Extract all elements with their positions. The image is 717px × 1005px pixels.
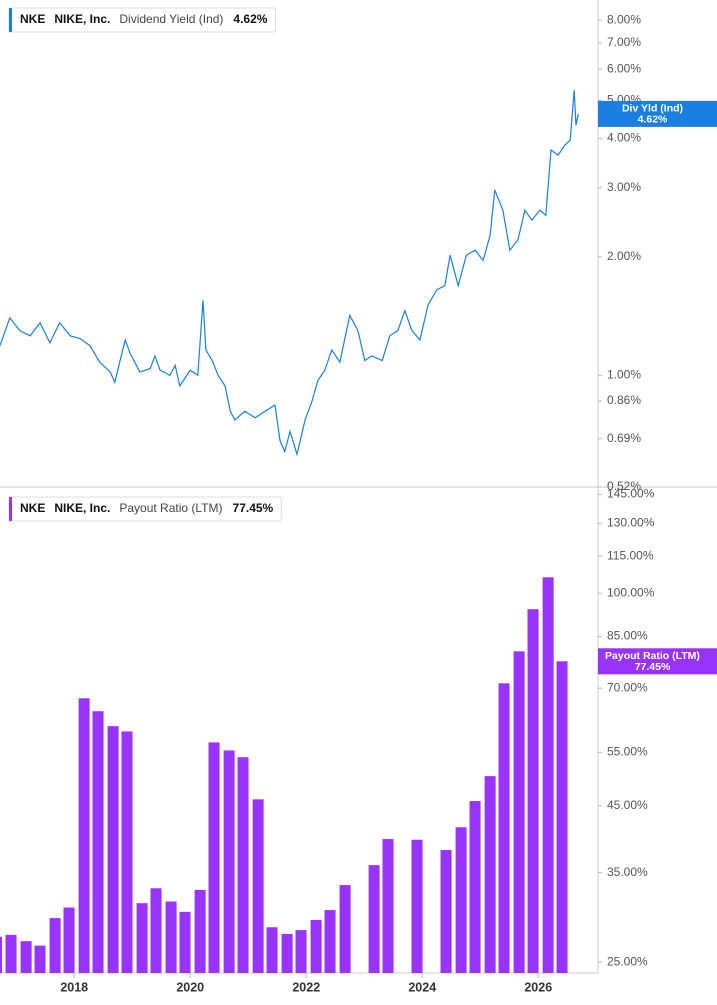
bar <box>5 934 17 973</box>
x-tick-label: 2024 <box>408 980 436 994</box>
legend-text: NIKE, Inc. <box>54 501 110 515</box>
y-tick-label: 0.52% <box>607 479 641 493</box>
legend-text: 77.45% <box>233 501 274 515</box>
bar <box>513 651 525 973</box>
y-tick-label: 3.00% <box>607 180 641 194</box>
bar <box>208 742 220 973</box>
x-tick-label: 2026 <box>524 980 552 994</box>
legend-text: Dividend Yield (Ind) <box>119 12 223 26</box>
value-badge <box>598 648 717 675</box>
badge-label: Div Yld (Ind) <box>622 103 683 115</box>
bar <box>78 698 90 973</box>
badge-label: Payout Ratio (LTM) <box>605 650 700 662</box>
x-tick-label: 2020 <box>176 980 204 994</box>
bar <box>34 945 46 973</box>
bar <box>411 839 423 973</box>
plot-area <box>0 577 568 973</box>
bar <box>20 941 32 973</box>
bar <box>237 757 249 973</box>
bar <box>49 918 61 973</box>
legend-text: NKE <box>20 12 45 26</box>
y-tick-label: 4.00% <box>607 131 641 145</box>
badge-value: 4.62% <box>638 114 668 126</box>
bar <box>223 750 235 973</box>
y-tick-label: 130.00% <box>607 516 655 530</box>
y-tick-label: 0.69% <box>607 431 641 445</box>
bar <box>107 726 119 973</box>
y-tick-label: 45.00% <box>607 798 648 812</box>
bar <box>0 936 3 973</box>
bar <box>179 911 191 973</box>
y-tick-label: 85.00% <box>607 629 648 643</box>
legend-text: NKE <box>20 501 45 515</box>
bar <box>556 661 568 973</box>
bar <box>469 801 481 973</box>
legend-swatch <box>9 497 12 521</box>
y-tick-label: 35.00% <box>607 865 648 879</box>
bar <box>382 839 394 973</box>
bar <box>368 865 380 973</box>
y-tick-label: 115.00% <box>607 548 654 562</box>
y-tick-label: 100.00% <box>607 585 655 599</box>
y-tick-label: 55.00% <box>607 745 648 759</box>
bar <box>266 927 278 973</box>
bar <box>92 711 104 973</box>
y-tick-label: 8.00% <box>607 12 641 26</box>
y-tick-label: 145.00% <box>607 487 655 501</box>
y-tick-label: 6.00% <box>607 61 641 75</box>
bar <box>455 827 467 973</box>
bar <box>527 609 539 973</box>
bar <box>310 919 322 973</box>
bar <box>194 889 206 973</box>
y-tick-label: 1.00% <box>607 367 641 381</box>
bar <box>440 850 452 973</box>
y-tick-label: 0.86% <box>607 393 641 407</box>
legend-text: 4.62% <box>233 12 267 26</box>
bar <box>542 577 554 973</box>
line-series <box>0 90 579 457</box>
value-badge <box>598 100 717 127</box>
bar <box>498 683 510 973</box>
y-tick-label: 7.00% <box>607 35 641 49</box>
legend-text: NIKE, Inc. <box>54 12 110 26</box>
y-tick-label: 70.00% <box>607 680 648 694</box>
bar <box>484 776 496 973</box>
bar <box>324 910 336 973</box>
legend-swatch <box>9 8 12 32</box>
plot-area <box>0 90 579 457</box>
bar <box>165 901 177 973</box>
bar <box>339 885 351 973</box>
bar <box>281 933 293 973</box>
bar <box>136 903 148 973</box>
bar <box>121 731 133 973</box>
bar <box>63 907 75 973</box>
x-tick-label: 2018 <box>60 980 88 994</box>
x-tick-label: 2022 <box>292 980 320 994</box>
badge-value: 77.45% <box>635 661 671 673</box>
bar <box>295 930 307 973</box>
bar <box>150 888 162 973</box>
y-tick-label: 25.00% <box>607 954 648 968</box>
bar <box>252 799 264 973</box>
y-tick-label: 2.00% <box>607 249 641 263</box>
legend-text: Payout Ratio (LTM) <box>119 501 222 515</box>
